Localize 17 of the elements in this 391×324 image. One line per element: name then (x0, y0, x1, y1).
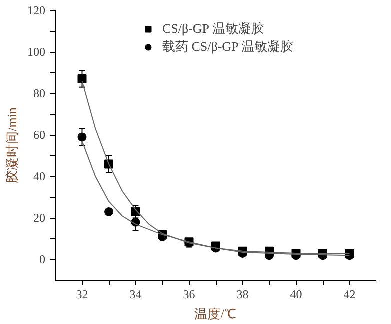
x-tick-label: 34 (130, 288, 142, 302)
y-tick-label: 80 (34, 86, 46, 101)
y-tick-label: 20 (34, 211, 46, 226)
y-tick-label: 120 (28, 4, 46, 18)
x-tick-label: 40 (290, 288, 302, 302)
y-tick-label: 0 (40, 252, 46, 267)
y-axis-title: 胶凝时间/min (4, 107, 20, 184)
x-tick-label: 42 (344, 288, 356, 302)
legend-label: CS/β-GP 温敏凝胶 (162, 20, 264, 38)
y-tick-label: 60 (34, 128, 46, 142)
x-tick-label: 32 (76, 288, 88, 302)
y-tick-label: 40 (34, 170, 46, 184)
legend-label: 载药 CS/β-GP 温敏凝胶 (162, 38, 294, 56)
x-tick-label: 36 (183, 288, 196, 302)
y-tick-label: 100 (28, 45, 46, 60)
x-tick-label: 38 (236, 288, 249, 302)
x-axis-title: 温度/℃ (194, 306, 236, 322)
